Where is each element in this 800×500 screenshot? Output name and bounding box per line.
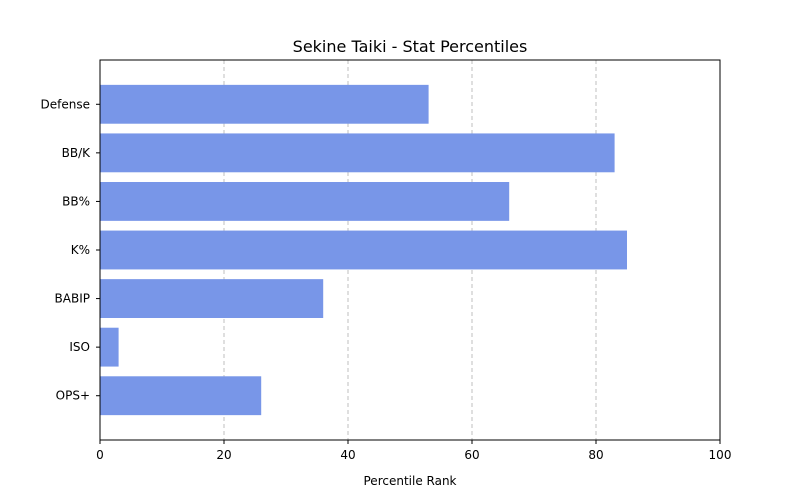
bars — [100, 84, 627, 416]
y-tick-label: BB/K — [62, 146, 92, 160]
bar-ops- — [100, 376, 262, 416]
y-tick-label: K% — [71, 243, 90, 257]
y-tick-label: OPS+ — [56, 389, 90, 403]
y-tick-label: ISO — [69, 340, 90, 354]
y-tick-label: BABIP — [55, 292, 90, 306]
bar-bb- — [100, 182, 510, 221]
x-tick-label: 60 — [464, 448, 479, 462]
bar-defense — [100, 84, 429, 124]
y-tick-label: Defense — [41, 97, 90, 111]
y-tick-label: BB% — [62, 194, 90, 208]
x-tick-label: 100 — [709, 448, 732, 462]
x-tick-label: 40 — [340, 448, 355, 462]
chart-title: Sekine Taiki - Stat Percentiles — [293, 37, 528, 56]
x-axis-label: Percentile Rank — [364, 474, 457, 488]
bar-bb-k — [100, 133, 615, 173]
bar-babip — [100, 279, 324, 318]
bar-iso — [100, 327, 119, 367]
x-tick-label: 80 — [588, 448, 603, 462]
bar-k- — [100, 230, 627, 270]
x-axis-ticks: 0 20 40 60 80 100 — [96, 440, 731, 462]
y-axis-ticks: OPS+ ISO BABIP K% BB% BB/K Defense — [41, 97, 100, 403]
x-tick-label: 20 — [216, 448, 231, 462]
x-tick-label: 0 — [96, 448, 104, 462]
